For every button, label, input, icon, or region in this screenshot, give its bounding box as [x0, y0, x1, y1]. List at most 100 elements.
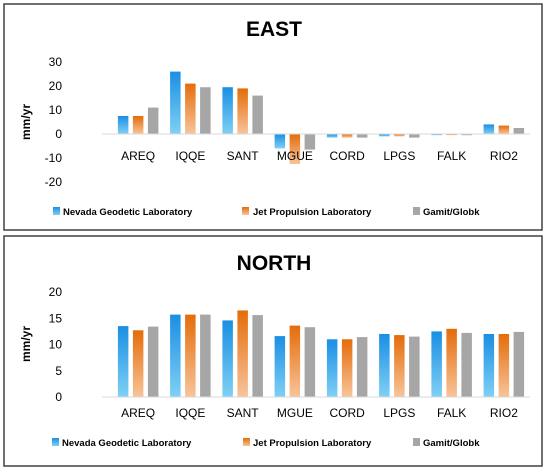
- east-x-tick-label: LPGS: [383, 149, 415, 163]
- east-legend-item-nevada: Nevada Geodetic Laboratory: [53, 207, 193, 218]
- east-y-tick-label: -20: [45, 175, 63, 189]
- east-bar-jpl-areq: [132, 116, 144, 134]
- east-legend-label-gamit: Gamit/Globk: [423, 207, 480, 218]
- north-plot-area: 20 15 10 5 0 AREQ IQQE SANT MGUE CORD LPGS FALK RIO2: [49, 285, 530, 420]
- east-y-tick-label: 0: [55, 127, 62, 141]
- north-bar-jpl-mgue: [289, 325, 301, 397]
- east-bar-gamit-sant: [252, 95, 263, 134]
- east-panel: EAST mm/yr 30 20 10 0 -10 -20 AREQ IQQE SANT MGUE…: [3, 3, 543, 231]
- north-bar-nevada-mgue: [274, 336, 286, 397]
- east-bar-gamit-areq: [147, 107, 159, 134]
- north-legend-label-nevada: Nevada Geodetic Laboratory: [62, 438, 192, 449]
- north-legend-item-gamit: Gamit/Globk: [413, 438, 480, 449]
- east-bar-jpl-cord: [341, 134, 353, 138]
- east-legend-swatch-gamit: [413, 207, 420, 215]
- east-y-tick-label: 20: [49, 79, 63, 93]
- north-legend-label-gamit: Gamit/Globk: [423, 438, 480, 449]
- north-x-tick-label: FALK: [437, 406, 466, 420]
- east-legend: Nevada Geodetic Laboratory Jet Propulsio…: [53, 207, 480, 218]
- north-panel: NORTH mm/yr 20 15 10 5 0 AREQ IQQE SANT MGUE CORD…: [3, 235, 543, 467]
- east-legend-swatch-nevada: [53, 207, 60, 215]
- east-legend-item-jpl: Jet Propulsion Laboratory: [242, 207, 372, 218]
- north-legend-item-jpl: Jet Propulsion Laboratory: [243, 438, 372, 449]
- north-legend-swatch-nevada: [52, 438, 59, 446]
- east-x-tick-label: CORD: [329, 149, 365, 163]
- north-bar-gamit-rio2: [513, 331, 525, 397]
- east-bar-gamit-cord: [356, 134, 368, 138]
- north-y-tick-label: 10: [49, 338, 63, 352]
- north-x-tick-label: MGUE: [277, 406, 313, 420]
- east-bar-nevada-lpgs: [379, 134, 390, 137]
- east-legend-item-gamit: Gamit/Globk: [413, 207, 480, 218]
- north-bar-nevada-areq: [117, 326, 129, 397]
- north-x-tick-label: AREQ: [121, 406, 155, 420]
- north-bar-gamit-lpgs: [409, 336, 420, 397]
- north-legend: Nevada Geodetic Laboratory Jet Propulsio…: [52, 438, 480, 449]
- north-legend-label-jpl: Jet Propulsion Laboratory: [253, 438, 372, 449]
- east-bar-jpl-iqqe: [185, 83, 196, 134]
- north-title: NORTH: [237, 252, 312, 275]
- north-x-tick-label: RIO2: [490, 406, 518, 420]
- east-bar-jpl-sant: [237, 88, 248, 134]
- east-plot-area: 30 20 10 0 -10 -20 AREQ IQQE SANT MGUE CORD LPGS FAL…: [45, 55, 530, 189]
- east-x-tick-label: SANT: [227, 149, 260, 163]
- north-y-tick-label: 5: [55, 364, 62, 378]
- north-bar-nevada-falk: [431, 331, 442, 397]
- east-legend-label-jpl: Jet Propulsion Laboratory: [253, 207, 372, 218]
- north-y-tick-label: 0: [55, 390, 62, 404]
- east-bar-gamit-falk: [461, 134, 472, 136]
- north-bar-jpl-iqqe: [185, 314, 196, 397]
- east-bar-nevada-areq: [117, 116, 129, 134]
- east-y-tick-label: -10: [45, 151, 63, 165]
- north-bar-nevada-iqqe: [170, 314, 181, 397]
- east-bar-nevada-cord: [326, 134, 338, 138]
- north-bar-gamit-sant: [252, 315, 263, 397]
- north-legend-item-nevada: Nevada Geodetic Laboratory: [52, 438, 192, 449]
- east-bar-nevada-sant: [222, 87, 233, 134]
- north-bar-gamit-iqqe: [200, 314, 211, 397]
- north-y-axis-label: mm/yr: [19, 326, 33, 362]
- east-title: EAST: [246, 18, 302, 41]
- north-bar-jpl-areq: [132, 330, 144, 397]
- north-bar-nevada-sant: [222, 320, 233, 397]
- east-x-tick-label: MGUE: [277, 149, 313, 163]
- north-legend-swatch-jpl: [243, 438, 250, 446]
- north-bar-jpl-lpgs: [394, 335, 405, 397]
- east-bar-jpl-lpgs: [394, 134, 405, 137]
- north-bar-nevada-rio2: [483, 334, 495, 397]
- north-bar-nevada-cord: [326, 339, 338, 398]
- east-bar-jpl-mgue: [289, 134, 301, 164]
- north-bar-jpl-falk: [446, 328, 457, 398]
- north-x-tick-label: IQQE: [175, 406, 205, 420]
- north-y-tick-label: 15: [49, 311, 63, 325]
- east-bar-jpl-rio2: [498, 125, 510, 134]
- east-bar-gamit-iqqe: [200, 87, 211, 134]
- east-legend-swatch-jpl: [242, 207, 249, 215]
- north-bar-nevada-lpgs: [379, 334, 390, 397]
- east-bar-nevada-falk: [431, 134, 442, 136]
- east-legend-label-nevada: Nevada Geodetic Laboratory: [63, 207, 193, 218]
- east-bar-nevada-mgue: [274, 134, 286, 149]
- east-x-tick-label: AREQ: [121, 149, 155, 163]
- east-panel-frame: [3, 3, 543, 231]
- north-bar-jpl-cord: [341, 339, 353, 398]
- east-y-tick-label: 30: [49, 55, 63, 69]
- north-bar-gamit-cord: [356, 337, 368, 397]
- east-x-tick-label: RIO2: [490, 149, 518, 163]
- north-bar-gamit-areq: [147, 326, 159, 397]
- north-legend-swatch-gamit: [413, 438, 420, 446]
- north-x-tick-label: SANT: [227, 406, 260, 420]
- east-x-tick-label: IQQE: [175, 149, 205, 163]
- east-bar-gamit-mgue: [304, 134, 316, 150]
- east-bar-jpl-falk: [446, 134, 457, 136]
- east-bar-nevada-iqqe: [170, 71, 181, 134]
- north-y-tick-label: 20: [49, 285, 63, 299]
- north-bar-gamit-mgue: [304, 327, 316, 397]
- north-bar-jpl-sant: [237, 310, 248, 397]
- east-y-tick-label: 10: [49, 103, 63, 117]
- east-bar-nevada-rio2: [483, 124, 495, 134]
- north-bar-gamit-falk: [461, 332, 472, 397]
- north-x-tick-label: CORD: [329, 406, 365, 420]
- east-y-axis-label: mm/yr: [19, 104, 33, 140]
